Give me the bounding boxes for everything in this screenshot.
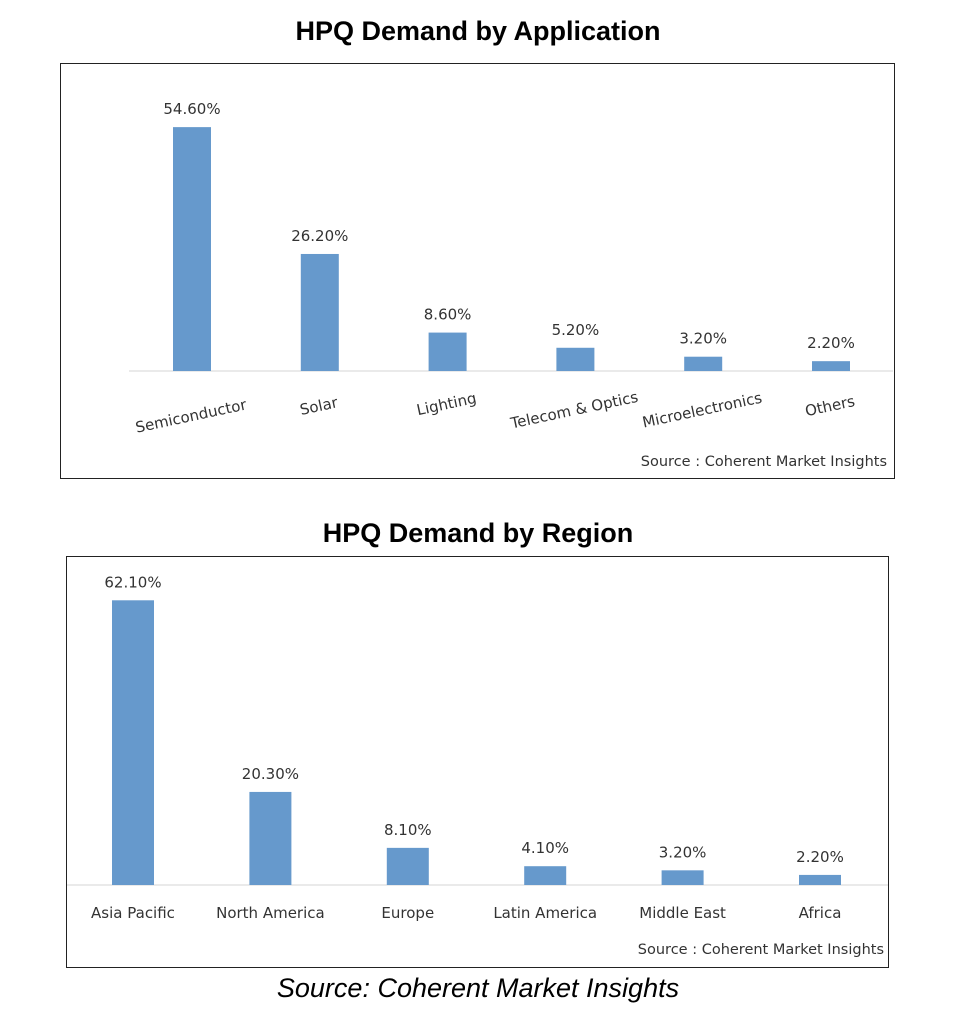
- source-note: Source : Coherent Market Insights: [638, 942, 884, 958]
- bar: [428, 332, 467, 371]
- data-label: 8.60%: [424, 306, 472, 324]
- tick-label: Lighting: [415, 389, 478, 419]
- tick-label: Latin America: [493, 904, 597, 922]
- data-label: 2.20%: [796, 848, 844, 866]
- tick-label: Middle East: [639, 904, 726, 922]
- bar: [661, 870, 704, 885]
- data-label: 26.20%: [291, 227, 348, 245]
- tick-label: Others: [803, 392, 856, 420]
- data-label: 5.20%: [552, 321, 600, 339]
- tick-label: Microelectronics: [641, 389, 764, 432]
- tick-label: Asia Pacific: [91, 904, 175, 922]
- bar: [812, 361, 850, 371]
- bar: [524, 866, 567, 885]
- chart-application: 54.60% Semiconductor 26.20% Solar 8.60% Light…: [60, 63, 895, 479]
- bar: [556, 347, 595, 371]
- chart-title-region: HPQ Demand by Region: [322, 518, 634, 548]
- bar: [300, 253, 339, 371]
- data-label: 8.10%: [384, 821, 432, 839]
- data-label: 54.60%: [163, 100, 220, 118]
- chart-title-application: HPQ Demand by Application: [295, 16, 661, 46]
- chart-application-svg: 54.60% Semiconductor 26.20% Solar 8.60% Light…: [129, 100, 893, 470]
- data-label: 3.20%: [659, 843, 707, 861]
- tick-label: Solar: [298, 393, 340, 419]
- bar: [112, 600, 154, 885]
- data-label: 3.20%: [679, 330, 727, 348]
- data-label: 4.10%: [521, 839, 569, 857]
- tick-label: Telecom & Optics: [508, 388, 640, 433]
- tick-label: Africa: [799, 904, 842, 922]
- bar: [799, 874, 841, 885]
- data-label: 2.20%: [807, 334, 855, 352]
- tick-label: Semiconductor: [134, 395, 249, 436]
- bar: [386, 847, 429, 885]
- source-note: Source : Coherent Market Insights: [641, 454, 887, 470]
- bar: [249, 791, 292, 885]
- tick-label: Europe: [381, 904, 434, 922]
- bar: [173, 127, 211, 371]
- tick-label: North America: [216, 904, 325, 922]
- chart-region-svg: 62.10% Asia Pacific 20.30% North America 8.1…: [67, 573, 888, 958]
- data-label: 62.10%: [104, 573, 161, 591]
- data-label: 20.30%: [242, 765, 299, 783]
- bar: [684, 356, 723, 371]
- footer-source: Source: Coherent Market Insights: [276, 973, 680, 1003]
- chart-region: 62.10% Asia Pacific 20.30% North America 8.1…: [66, 556, 889, 968]
